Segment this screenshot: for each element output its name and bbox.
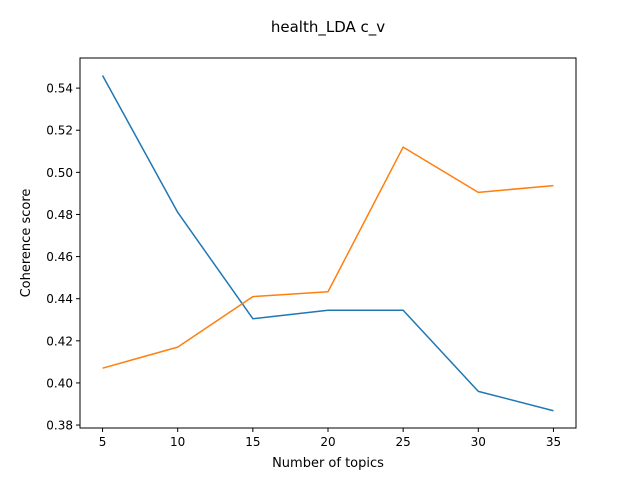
y-tick-label: 0.52: [46, 124, 73, 138]
y-axis-label: Coherence score: [19, 189, 34, 298]
y-tick-label: 0.46: [46, 250, 73, 264]
y-tick-label: 0.40: [46, 376, 73, 390]
y-tick-label: 0.38: [46, 419, 73, 433]
series-line-1: [101, 75, 554, 412]
x-tick-label: 20: [320, 435, 335, 449]
x-axis-ticks: 5 10 15 20 25 30 35: [99, 428, 561, 449]
x-tick-label: 30: [471, 435, 486, 449]
y-tick-label: 0.48: [46, 208, 73, 222]
series-layer: [101, 75, 554, 412]
y-tick-label: 0.42: [46, 334, 73, 348]
y-tick-label: 0.44: [46, 292, 73, 306]
y-tick-label: 0.54: [46, 82, 73, 96]
x-tick-label: 10: [170, 435, 185, 449]
x-tick-label: 5: [99, 435, 107, 449]
x-tick-label: 15: [245, 435, 260, 449]
y-axis-ticks: 0.38 0.40 0.42 0.44 0.46 0.48 0.50 0.52 0.54: [46, 82, 80, 433]
x-axis-label: Number of topics: [272, 456, 384, 471]
plot-area-frame: [79, 57, 577, 429]
y-tick-label: 0.50: [46, 166, 73, 180]
x-tick-label: 35: [546, 435, 561, 449]
chart-title: health_LDA c_v: [271, 18, 385, 37]
series-line-2: [102, 146, 554, 369]
x-tick-label: 25: [396, 435, 411, 449]
